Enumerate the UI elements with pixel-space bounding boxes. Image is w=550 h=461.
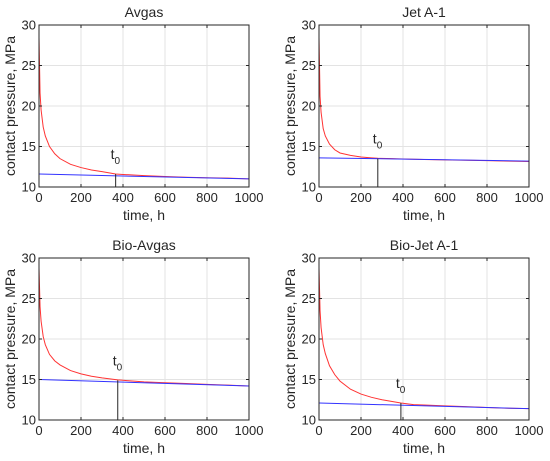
x-tick-label: 200 <box>350 423 372 438</box>
y-tick-label: 30 <box>302 18 316 33</box>
y-tick-label: 25 <box>22 58 36 73</box>
x-tick-label: 600 <box>434 190 456 205</box>
y-tick-label: 30 <box>302 251 316 266</box>
chart-panel-3: t00 200 400 600 800 10001015202530Bio-Avgasti… <box>2 237 263 456</box>
y-axis-label: contact pressure, MPa <box>282 36 298 176</box>
y-tick-label: 10 <box>22 180 36 195</box>
series-line-2 <box>318 402 530 410</box>
x-axis-label: time, h <box>123 207 165 223</box>
y-tick-label: 25 <box>302 58 316 73</box>
x-tick-label: 800 <box>196 190 218 205</box>
x-tick-label: 800 <box>196 423 218 438</box>
chart-panel-1: t00 200 400 600 800 10001015202530Avgastime, … <box>2 4 263 223</box>
t0-annotation-subscript: 0 <box>115 156 121 167</box>
series-line-2 <box>318 157 530 162</box>
x-tick-label: 400 <box>112 423 134 438</box>
x-tick-label: 0 <box>35 423 42 438</box>
y-axis-label: contact pressure, MPa <box>2 269 18 409</box>
x-tick-label: 0 <box>315 423 322 438</box>
y-tick-label: 15 <box>22 139 36 154</box>
x-tick-label: 600 <box>154 423 176 438</box>
x-tick-label: 800 <box>476 190 498 205</box>
x-tick-label: 1000 <box>515 423 544 438</box>
y-tick-label: 30 <box>22 18 36 33</box>
y-tick-label: 20 <box>302 332 316 347</box>
chart-title: Bio-Avgas <box>112 237 176 253</box>
y-tick-label: 25 <box>302 291 316 306</box>
x-axis-label: time, h <box>403 440 445 456</box>
t0-annotation-subscript: 0 <box>400 385 406 396</box>
t0-annotation: t0 <box>396 375 406 396</box>
series-line-2 <box>38 379 250 387</box>
y-tick-label: 10 <box>302 413 316 428</box>
x-tick-label: 400 <box>392 190 414 205</box>
y-tick-label: 20 <box>302 99 316 114</box>
x-tick-label: 1000 <box>235 423 264 438</box>
x-tick-label: 400 <box>112 190 134 205</box>
t0-annotation: t0 <box>113 352 123 373</box>
y-tick-label: 10 <box>22 413 36 428</box>
t0-annotation: t0 <box>111 146 121 167</box>
y-tick-label: 25 <box>22 291 36 306</box>
y-tick-label: 15 <box>302 372 316 387</box>
x-tick-label: 200 <box>70 190 92 205</box>
x-tick-label: 800 <box>476 423 498 438</box>
t0-annotation-subscript: 0 <box>117 362 123 373</box>
series-line-2 <box>38 173 250 180</box>
y-axis-label: contact pressure, MPa <box>282 269 298 409</box>
x-tick-label: 1000 <box>515 190 544 205</box>
x-tick-label: 600 <box>154 190 176 205</box>
y-tick-label: 15 <box>22 372 36 387</box>
x-tick-label: 0 <box>35 190 42 205</box>
y-tick-label: 20 <box>22 99 36 114</box>
x-tick-label: 600 <box>434 423 456 438</box>
series-line-1 <box>38 267 250 387</box>
x-tick-label: 1000 <box>235 190 264 205</box>
x-axis-label: time, h <box>403 207 445 223</box>
y-tick-label: 10 <box>302 180 316 195</box>
x-tick-label: 200 <box>350 190 372 205</box>
chart-title: Avgas <box>125 4 164 20</box>
y-axis-label: contact pressure, MPa <box>2 36 18 176</box>
t0-annotation-subscript: 0 <box>377 141 383 152</box>
y-tick-label: 30 <box>22 251 36 266</box>
y-tick-label: 20 <box>22 332 36 347</box>
x-tick-label: 400 <box>392 423 414 438</box>
chart-title: Jet A-1 <box>402 4 446 20</box>
chart-title: Bio-Jet A-1 <box>390 237 459 253</box>
x-axis-label: time, h <box>123 440 165 456</box>
x-tick-label: 200 <box>70 423 92 438</box>
x-tick-label: 0 <box>315 190 322 205</box>
t0-annotation: t0 <box>373 131 383 152</box>
y-tick-label: 15 <box>302 139 316 154</box>
